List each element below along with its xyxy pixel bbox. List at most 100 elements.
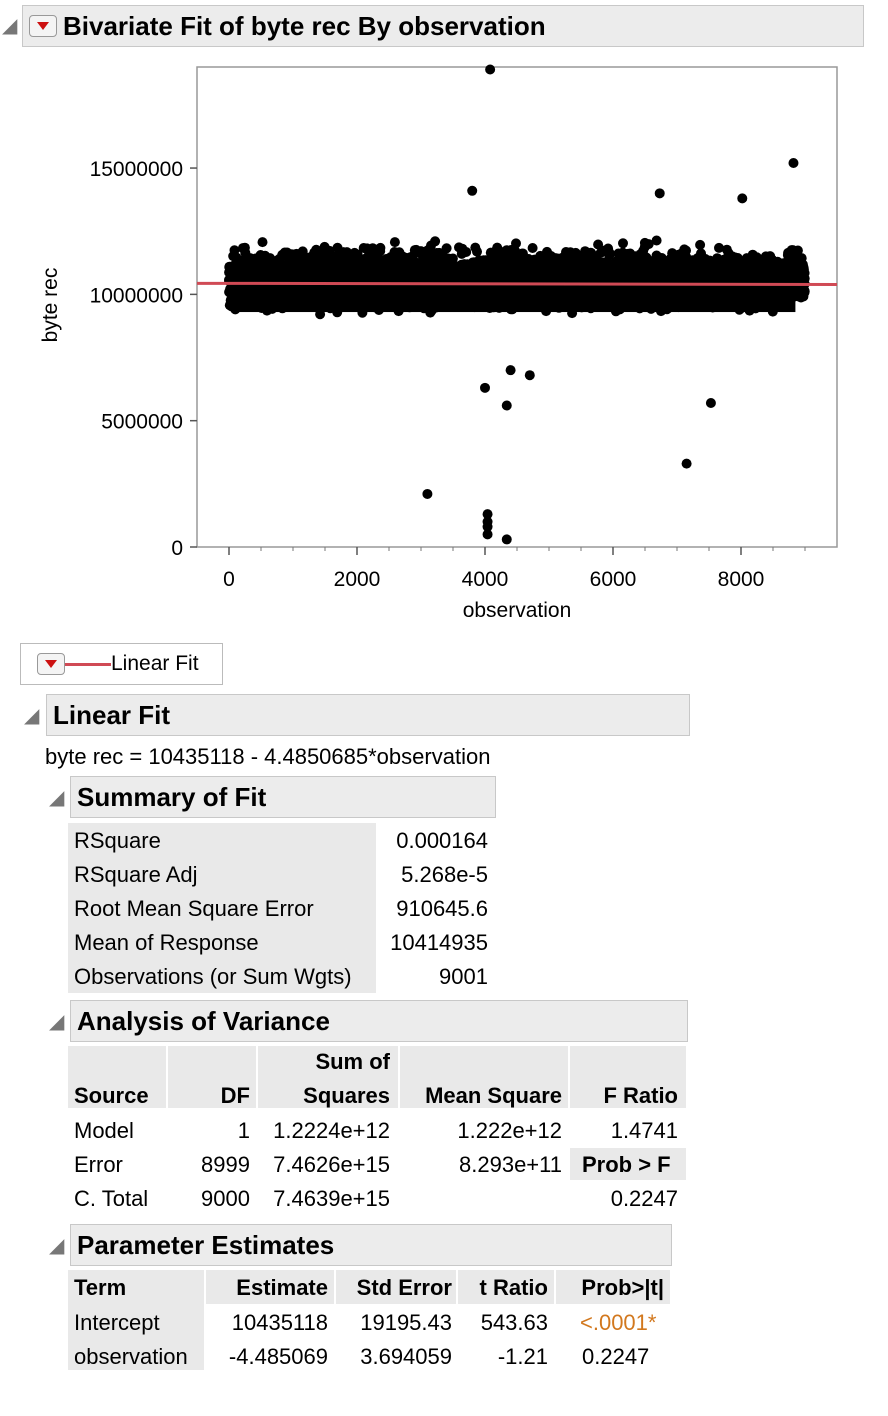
- legend-label: Linear Fit: [111, 652, 199, 675]
- data-point: [688, 271, 699, 282]
- data-point: [335, 283, 346, 294]
- data-point: [235, 266, 246, 277]
- pe-tratio: 543.63: [480, 1310, 548, 1335]
- data-point: [786, 271, 797, 282]
- data-point: [349, 298, 360, 309]
- data-point: [397, 264, 408, 275]
- data-point: [675, 269, 686, 280]
- data-point: [467, 284, 478, 295]
- data-point: [762, 259, 773, 270]
- data-point: [227, 295, 238, 306]
- red-triangle-menu-icon[interactable]: [29, 15, 57, 37]
- anova-source: Error: [74, 1152, 123, 1177]
- data-point: [701, 261, 712, 272]
- data-point: [720, 295, 731, 306]
- data-point: [314, 298, 325, 309]
- data-point: [304, 293, 315, 303]
- data-point: [767, 293, 778, 303]
- pe-header-estimate: Estimate: [236, 1275, 328, 1300]
- data-point: [580, 246, 591, 257]
- data-point: [515, 265, 526, 276]
- data-point: [392, 254, 403, 265]
- data-point: [361, 296, 372, 307]
- data-point: [701, 287, 712, 298]
- summary-label: Mean of Response: [74, 930, 259, 955]
- anova-header-ss-top: Sum of: [315, 1049, 390, 1074]
- data-point: [367, 243, 378, 254]
- outlier-point: [482, 529, 493, 540]
- data-point: [257, 253, 268, 264]
- data-point: [427, 267, 438, 278]
- y-tick-label: 15000000: [90, 158, 183, 181]
- data-point: [271, 265, 282, 275]
- anova-ss: 7.4639e+15: [273, 1186, 390, 1211]
- data-point: [593, 239, 604, 250]
- report-header: Bivariate Fit of byte rec By observation: [22, 5, 864, 47]
- disclosure-triangle-icon[interactable]: ◢: [2, 15, 18, 37]
- data-point: [527, 243, 538, 253]
- anova-header-source: Source: [74, 1083, 149, 1108]
- data-point: [411, 244, 422, 255]
- data-point: [576, 264, 587, 275]
- data-point: [698, 269, 709, 280]
- pe-prob: 0.2247: [582, 1344, 650, 1369]
- data-point: [549, 274, 560, 285]
- summary-label: RSquare Adj: [74, 862, 198, 887]
- data-point: [484, 257, 495, 268]
- data-point: [733, 270, 744, 281]
- data-point: [618, 238, 628, 249]
- y-tick-label: 10000000: [90, 284, 183, 307]
- data-point: [771, 274, 782, 285]
- summary-label: Observations (or Sum Wgts): [74, 964, 352, 989]
- data-point: [264, 290, 275, 301]
- disclosure-triangle-icon[interactable]: ◢: [49, 787, 65, 809]
- data-point: [361, 253, 372, 264]
- prob-f-header-bg: [570, 1148, 686, 1180]
- data-point: [557, 260, 568, 271]
- anova-title: Analysis of Variance: [77, 1005, 330, 1036]
- pe-term: Intercept: [74, 1310, 160, 1335]
- data-point: [644, 296, 655, 307]
- summary-value: 9001: [439, 964, 488, 989]
- outlier-point: [482, 521, 493, 532]
- data-point: [275, 253, 285, 264]
- outlier-point: [524, 370, 535, 381]
- legend-line-icon: [65, 662, 111, 666]
- data-point: [677, 248, 687, 259]
- data-point: [475, 264, 486, 275]
- data-point: [500, 273, 511, 284]
- data-point: [614, 304, 625, 315]
- disclosure-triangle-icon[interactable]: ◢: [24, 705, 40, 727]
- data-point: [334, 263, 345, 274]
- red-triangle-menu-icon[interactable]: [37, 653, 65, 675]
- data-point: [588, 270, 599, 281]
- data-point: [361, 287, 372, 298]
- data-point: [389, 290, 400, 301]
- data-point: [715, 258, 726, 269]
- disclosure-triangle-icon[interactable]: ◢: [49, 1011, 65, 1033]
- data-point: [744, 305, 755, 316]
- anova-source: Model: [74, 1118, 134, 1143]
- data-point: [332, 242, 343, 253]
- anova-col-header-bg: [570, 1046, 686, 1108]
- data-point: [287, 287, 298, 297]
- anova-col-header-bg: [258, 1046, 398, 1108]
- data-point: [634, 287, 645, 298]
- data-point: [319, 246, 330, 256]
- linear-fit-legend[interactable]: Linear Fit: [20, 643, 223, 685]
- pe-prob: <.0001*: [580, 1310, 657, 1335]
- data-point: [291, 260, 302, 271]
- anova-header-df: DF: [220, 1083, 250, 1108]
- data-point: [320, 254, 331, 264]
- outlier-point: [480, 382, 490, 393]
- data-point: [618, 250, 629, 261]
- data-point: [617, 263, 627, 274]
- data-point: [500, 255, 511, 266]
- disclosure-triangle-icon[interactable]: ◢: [49, 1235, 65, 1257]
- data-point: [262, 260, 273, 271]
- data-point: [435, 294, 446, 305]
- x-tick-label: 0: [223, 568, 235, 591]
- linear-fit-header: Linear Fit: [46, 694, 690, 736]
- data-point: [734, 304, 745, 315]
- data-point: [470, 242, 481, 253]
